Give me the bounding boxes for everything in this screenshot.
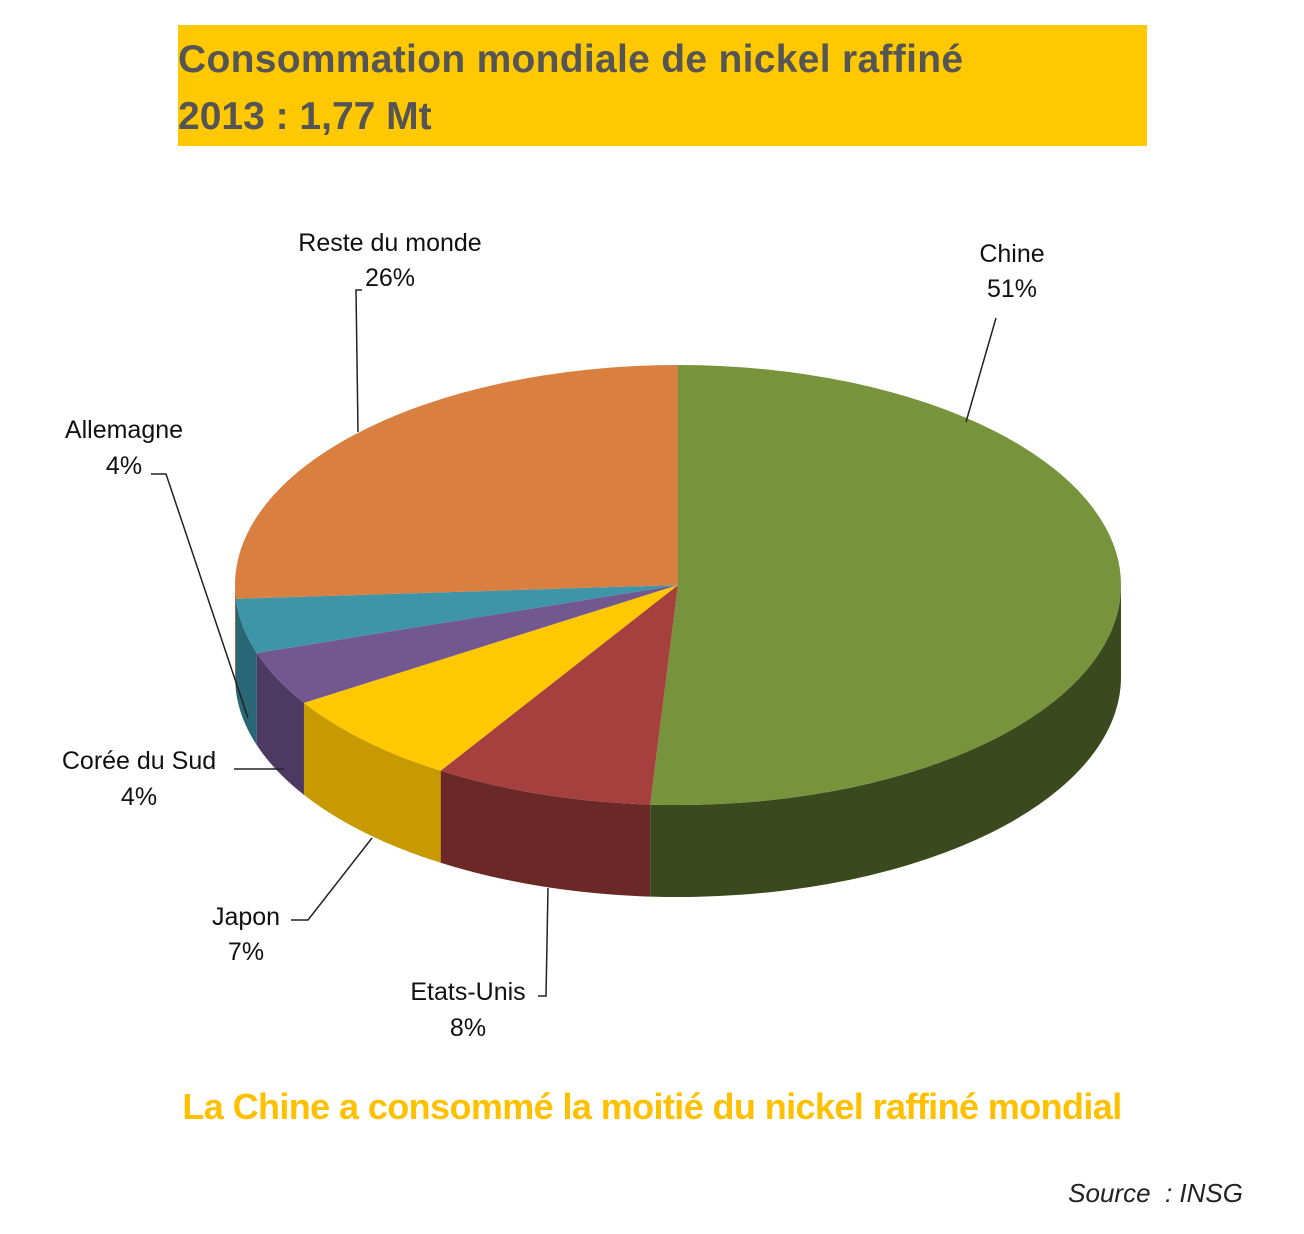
- slice-label-coree-du-sud: Corée du Sud: [62, 747, 216, 775]
- leader-line-chine: [965, 317, 997, 423]
- leader-line-reste-du-monde: [355, 289, 362, 433]
- pie-side-japon: [303, 702, 441, 863]
- slice-value-japon: 7%: [228, 938, 264, 966]
- leader-line-japon: [291, 837, 373, 921]
- slice-value-chine: 51%: [987, 275, 1037, 303]
- pie-slice-allemagne: [235, 585, 679, 653]
- pie-slice-coree-du-sud: [256, 585, 678, 703]
- pie-slice-chine: [650, 365, 1122, 805]
- chart-title-banner: [178, 25, 1147, 146]
- pie-labels: Chine 51% Etats-Unis 8% Japon 7% Corée du Sud 4…: [62, 229, 1045, 1042]
- pie-side-allemagne: [235, 598, 257, 745]
- slice-value-allemagne: 4%: [106, 452, 142, 480]
- slice-value-coree-du-sud: 4%: [121, 783, 157, 811]
- chart-title: Consommation mondiale de nickel raffiné: [178, 38, 964, 81]
- slice-label-etats-unis: Etats-Unis: [410, 978, 525, 1006]
- slice-label-allemagne: Allemagne: [65, 416, 183, 444]
- pie-tops: [234, 365, 1122, 805]
- pie-side-reste-du-monde: [235, 585, 236, 691]
- pie-side-etats-unis: [440, 770, 651, 897]
- source-note: Source : INSG: [1068, 1178, 1243, 1208]
- slice-label-chine: Chine: [979, 240, 1044, 268]
- pie-slice-japon: [303, 585, 678, 771]
- chart-caption: La Chine a consommé la moitié du nickel …: [182, 1086, 1122, 1127]
- slice-label-reste-du-monde: Reste du monde: [298, 229, 481, 257]
- slice-value-etats-unis: 8%: [450, 1014, 486, 1042]
- slice-value-reste-du-monde: 26%: [365, 264, 415, 292]
- leader-line-allemagne: [151, 473, 249, 719]
- pie-side-chine: [650, 585, 1121, 897]
- leader-line-etats-unis: [538, 887, 549, 997]
- pie-side-coree-du-sud: [256, 652, 304, 795]
- pie-sides: [235, 585, 1121, 897]
- pie-slice-reste-du-monde: [234, 365, 678, 599]
- slice-label-japon: Japon: [212, 903, 280, 931]
- pie-slice-etats-unis: [440, 585, 678, 805]
- chart-subtitle: 2013 : 1,77 Mt: [178, 95, 432, 138]
